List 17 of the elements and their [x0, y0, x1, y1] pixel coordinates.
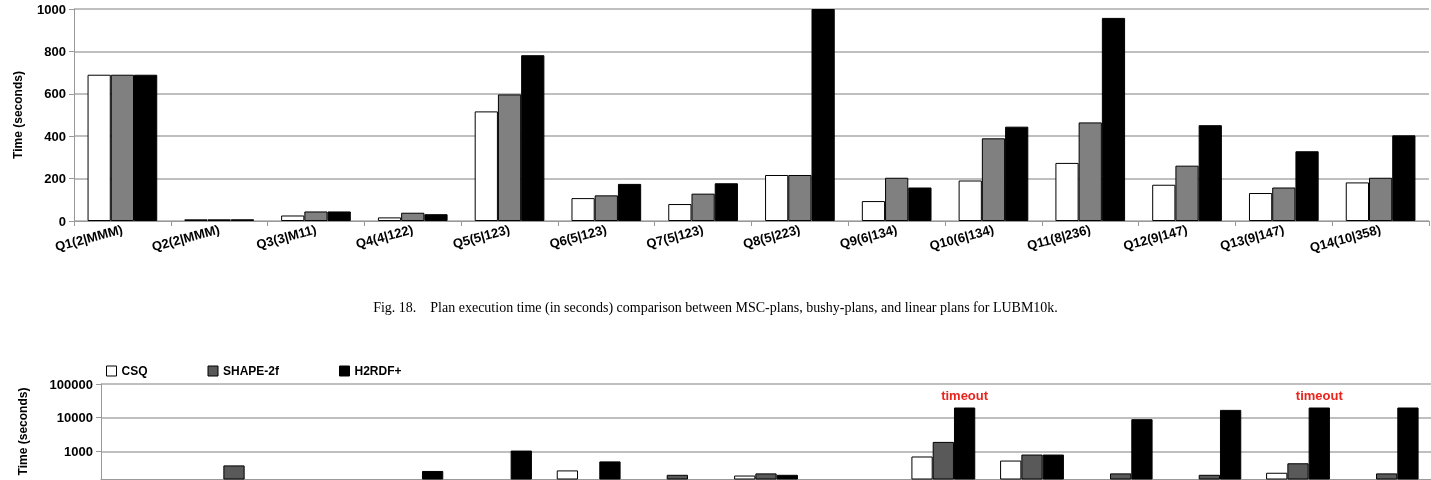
- y-tick-label: 200: [44, 171, 66, 187]
- data-label: timeout: [1295, 387, 1344, 403]
- y-tick-label: 800: [44, 43, 66, 59]
- caption: Fig. 18. Plan execution time (in seconds) comparison between MSC-plans, bushy-plans, and linear plans for LUBM10k.: [373, 299, 1058, 316]
- y-tick-label: 100000: [49, 376, 93, 392]
- y-tick-label: 0: [58, 213, 66, 229]
- legend-label: SHAPE-2f: [223, 364, 281, 378]
- legend-label: CSQ: [121, 364, 148, 378]
- y-tick-label: 400: [44, 128, 66, 144]
- y-axis-title: Time (seconds): [11, 71, 25, 159]
- y-axis-title: Time (seconds): [16, 387, 30, 476]
- y-tick-label: 1000: [64, 443, 93, 459]
- data-label: timeout: [941, 387, 989, 403]
- y-tick-label: 600: [44, 86, 66, 102]
- y-tick-label: 1000: [37, 1, 66, 17]
- legend-label: H2RDF+: [354, 364, 402, 378]
- y-tick-label: 10000: [56, 410, 93, 426]
